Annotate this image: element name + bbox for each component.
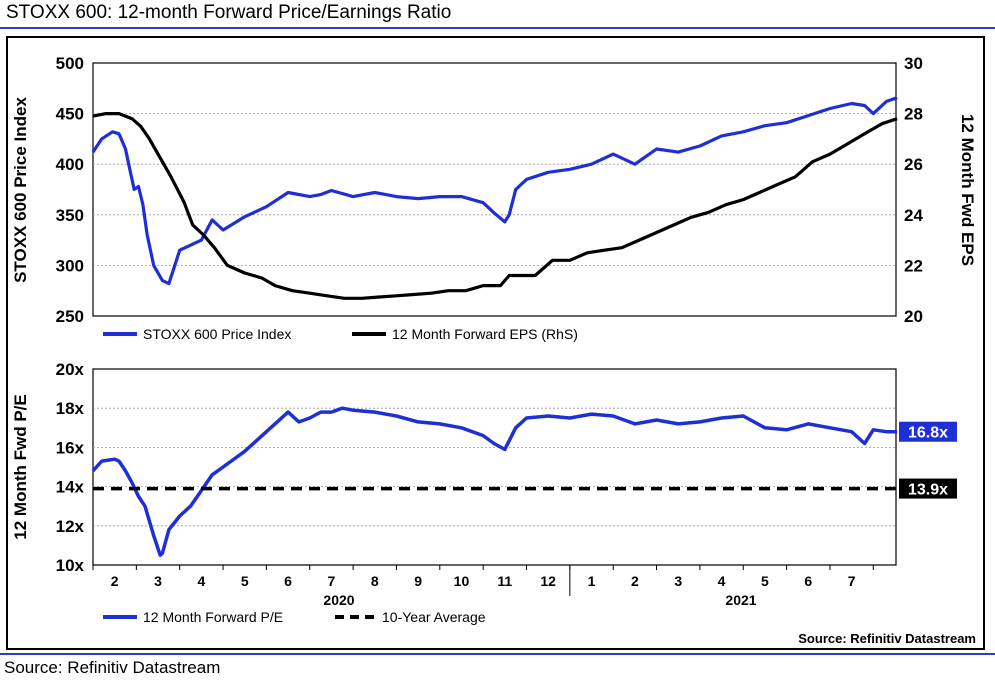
y-tick-label: 300 <box>56 256 84 275</box>
y2-tick-label: 20 <box>904 307 923 326</box>
x-tick-label: 2 <box>111 573 119 589</box>
bottom-legend: 12 Month Forward P/E 10-Year Average <box>103 609 486 625</box>
y2-tick-label: 24 <box>904 206 923 225</box>
year-label-2020: 2020 <box>323 592 354 608</box>
top-grid <box>93 113 896 266</box>
x-tick-label: 8 <box>371 573 379 589</box>
x-tick-label: 1 <box>588 573 596 589</box>
end-value-labels: 16.8x 13.9x <box>899 421 957 499</box>
top-left-axis-ticks: 500 450 400 350 300 250 <box>56 54 84 326</box>
x-tick-label: 12 <box>540 573 556 589</box>
x-tick-label: 11 <box>497 573 512 589</box>
chart-source-note: Source: Refinitiv Datastream <box>798 631 976 646</box>
x-tick-label: 3 <box>674 573 682 589</box>
top-panel: 500 450 400 350 300 250 30 28 26 24 22 20 STOXX 60… <box>11 54 977 342</box>
bottom-left-axis-ticks: 20x 18x 16x 14x 12x 10x <box>56 360 85 575</box>
x-tick-label: 4 <box>197 573 205 589</box>
top-legend: STOXX 600 Price Index 12 Month Forward E… <box>103 326 578 342</box>
x-tick-label: 6 <box>804 573 812 589</box>
top-left-axis-label: STOXX 600 Price Index <box>11 97 30 283</box>
y-tick-label: 350 <box>56 206 84 225</box>
bottom-plot-area <box>92 368 897 566</box>
y-tick-label: 20x <box>56 360 85 379</box>
bottom-grid <box>93 407 896 527</box>
y-tick-label: 16x <box>56 438 85 457</box>
x-tick-label: 10 <box>454 573 470 589</box>
chart-frame <box>6 36 985 650</box>
y-tick-label: 500 <box>56 54 84 73</box>
series-line-forward-eps <box>92 111 898 300</box>
x-tick-label: 6 <box>284 573 292 589</box>
legend-label-fwd-pe: 12 Month Forward P/E <box>143 609 283 625</box>
x-tick-label: 5 <box>241 573 249 589</box>
y-tick-label: 250 <box>56 307 84 326</box>
end-label-average: 13.9x <box>908 482 948 499</box>
top-plot-area <box>92 62 897 317</box>
bottom-series-group <box>91 406 898 557</box>
bottom-left-axis-label: 12 Month Fwd P/E <box>11 394 30 539</box>
y-tick-label: 12x <box>56 517 85 536</box>
footer-rule <box>0 653 995 655</box>
top-series-group <box>91 96 898 300</box>
y-tick-label: 400 <box>56 155 84 174</box>
y-tick-label: 14x <box>56 478 85 497</box>
bottom-panel: 20x 18x 16x 14x 12x 10x 12 Month Fwd P/E 2 3 4 5… <box>11 360 976 646</box>
x-tick-label: 4 <box>718 573 726 589</box>
y2-tick-label: 22 <box>904 256 923 275</box>
title-rule <box>0 27 995 29</box>
y2-tick-label: 30 <box>904 54 923 73</box>
figure-title: STOXX 600: 12-month Forward Price/Earnin… <box>6 2 452 23</box>
bottom-x-axis-ticks: 2 3 4 5 6 7 8 9 10 11 12 1 2 3 4 5 6 7 <box>92 565 874 596</box>
end-label-box-pe <box>899 421 957 442</box>
x-tick-label: 7 <box>328 573 336 589</box>
y2-tick-label: 26 <box>904 155 923 174</box>
x-tick-label: 5 <box>761 573 769 589</box>
y2-tick-label: 28 <box>904 105 923 124</box>
legend-label-eps: 12 Month Forward EPS (RhS) <box>392 326 578 342</box>
y-tick-label: 10x <box>56 556 85 575</box>
year-label-2021: 2021 <box>725 592 756 608</box>
x-tick-label: 9 <box>414 573 422 589</box>
end-label-box-average <box>899 478 957 499</box>
top-right-axis-ticks: 30 28 26 24 22 20 <box>904 54 923 326</box>
end-label-pe: 16.8x <box>908 425 948 442</box>
figure-source: Source: Refinitiv Datastream <box>4 658 221 677</box>
legend-label-price-index: STOXX 600 Price Index <box>143 326 291 342</box>
top-right-axis-label: 12 Month Fwd EPS <box>958 114 977 266</box>
series-line-forward-pe <box>91 406 898 557</box>
x-tick-label: 2 <box>631 573 639 589</box>
x-tick-label: 3 <box>154 573 162 589</box>
x-tick-label: 7 <box>848 573 856 589</box>
y-tick-label: 450 <box>56 105 84 124</box>
y-tick-label: 18x <box>56 399 85 418</box>
series-line-price-index <box>91 96 898 286</box>
legend-label-10y-avg: 10-Year Average <box>382 609 486 625</box>
